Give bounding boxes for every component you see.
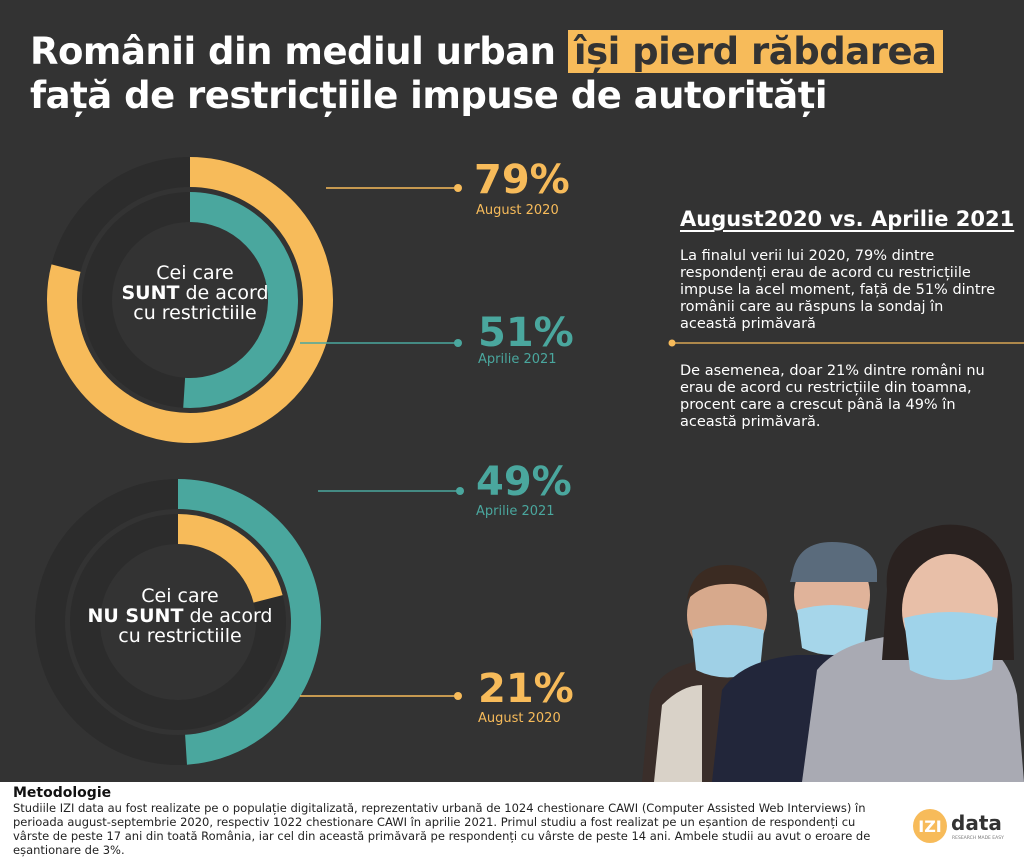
chart1-center-bold: SUNT xyxy=(121,282,180,304)
comparison-separator-dot xyxy=(668,339,676,347)
chart2-series1-label: Aprilie 2021 xyxy=(476,504,555,519)
chart1-center-line3: cu restrictiile xyxy=(133,302,257,324)
title-part1: Românii din mediul urban xyxy=(30,30,568,73)
donut-charts xyxy=(47,157,1024,765)
person-right xyxy=(802,524,1024,782)
chart1-center-line1: Cei care xyxy=(156,262,234,284)
chart2-center-line2-rest: de acord xyxy=(183,605,273,627)
methodology-text: Studiile IZI data au fost realizate pe o… xyxy=(13,801,871,857)
chart1-series1-label: August 2020 xyxy=(476,203,559,218)
people-wearing-masks-photo xyxy=(642,524,1024,782)
chart1-series2-label: Aprilie 2021 xyxy=(478,352,557,367)
chart1-leader-dot-2 xyxy=(454,339,462,347)
title-highlight: își pierd răbdarea xyxy=(567,30,943,73)
chart1-center-label: Cei care SUNT de acord cu restrictiile xyxy=(95,263,295,323)
chart2-series1-value: 49% xyxy=(476,459,572,505)
chart2-arc-august-2020 xyxy=(177,514,283,604)
comparison-title: August2020 vs. Aprilie 2021 xyxy=(680,207,1015,231)
logo-tagline: RESEARCH MADE EASY xyxy=(952,835,1004,841)
chart2-center-label: Cei care NU SUNT de acord cu restrictiil… xyxy=(75,586,285,646)
chart2-leader-dot-2 xyxy=(454,692,462,700)
logo-data-text: data xyxy=(951,811,1002,835)
methodology-footer: Metodologie Studiile IZI data au fost re… xyxy=(0,782,1024,858)
chart1-center-line2: SUNT de acord xyxy=(95,283,295,303)
chart2-center-bold: NU SUNT xyxy=(87,605,184,627)
chart1-leader-dot-1 xyxy=(454,184,462,192)
page-title: Românii din mediul urban își pierd răbda… xyxy=(30,30,1010,118)
chart2-series2-label: August 2020 xyxy=(478,711,561,726)
chart1-series2-value: 51% xyxy=(478,310,574,356)
comparison-paragraph-1: La finalul verii lui 2020, 79% dintre re… xyxy=(680,248,996,332)
chart2-leader-dot-1 xyxy=(456,487,464,495)
comparison-paragraph-2: De asemenea, doar 21% dintre români nu e… xyxy=(680,363,985,430)
chart2-center-line2: NU SUNT de acord xyxy=(75,606,285,626)
chart2-arc-aprilie-2021 xyxy=(177,479,321,765)
logo-izi-text: IZI xyxy=(918,817,942,836)
methodology-heading: Metodologie xyxy=(13,785,112,801)
chart1-arc-aprilie-2021 xyxy=(183,192,298,408)
chart1-center-line2-rest: de acord xyxy=(179,282,269,304)
izi-data-logo: IZI data RESEARCH MADE EASY xyxy=(913,809,1004,843)
chart1-arc-august-2020 xyxy=(47,157,333,443)
chart2-center-line1: Cei care xyxy=(141,585,219,607)
title-part2: față de restricțiile impuse de autorităț… xyxy=(30,74,828,117)
chart2-series2-value: 21% xyxy=(478,666,574,712)
chart1-series1-value: 79% xyxy=(474,157,570,203)
chart2-center-line3: cu restrictiile xyxy=(118,625,242,647)
